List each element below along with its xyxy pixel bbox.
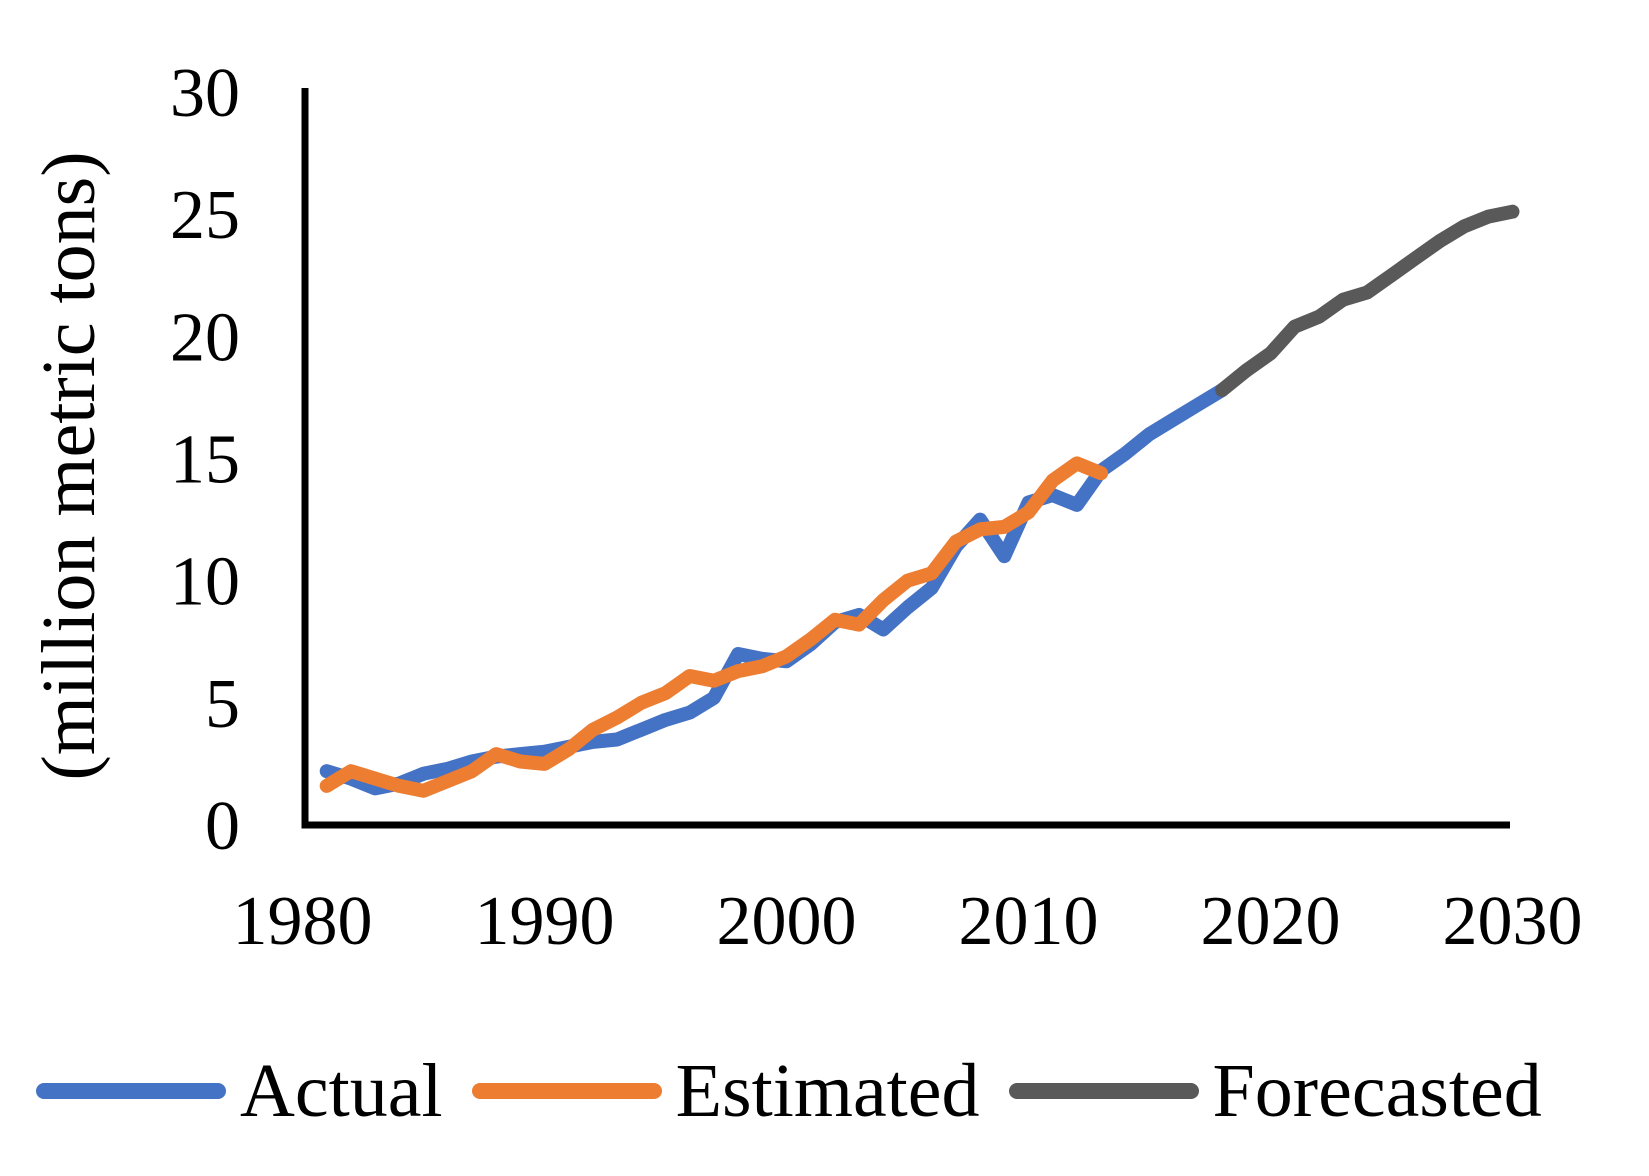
legend-entry-estimated: Estimated	[471, 1048, 980, 1133]
y-axis-tick-label: 15	[170, 422, 240, 499]
x-axis-tick-label: 2000	[717, 883, 857, 960]
y-axis-tick-label: 5	[205, 666, 240, 743]
y-axis-tick-label: 10	[170, 544, 240, 621]
chart-legend: Actual Estimated Forecasted	[0, 1028, 1649, 1153]
legend-entry-forecasted: Forecasted	[1008, 1048, 1542, 1133]
legend-label-forecasted: Forecasted	[1212, 1048, 1542, 1133]
x-axis-tick-label: 2010	[959, 883, 1099, 960]
x-axis-tick-label: 2030	[1443, 883, 1583, 960]
x-axis-tick-label: 1990	[475, 883, 615, 960]
series-line-forecasted	[1215, 204, 1520, 398]
actual-line-swatch	[36, 1082, 226, 1099]
x-axis-tick-label: 1980	[233, 883, 373, 960]
series-line-actual	[319, 383, 1230, 796]
y-axis-tick-label: 20	[170, 299, 240, 376]
legend-entry-actual: Actual	[36, 1053, 443, 1129]
y-axis-tick-label: 25	[170, 177, 240, 254]
y-axis-tick-label: 30	[170, 55, 240, 132]
x-axis-tick-label: 2020	[1201, 883, 1341, 960]
chart-plot-svg: 0 5 10 15 20 25 30 1980 1990 2000 2010 2020 2030 (mil…	[27, 55, 1583, 960]
forecasted-line-swatch	[1008, 1082, 1199, 1099]
y-axis-tick-label: 0	[205, 788, 240, 865]
estimated-line-swatch	[471, 1082, 662, 1099]
legend-label-estimated: Estimated	[675, 1048, 980, 1133]
series-line-estimated	[319, 456, 1109, 798]
line-chart: 0 5 10 15 20 25 30 1980 1990 2000 2010 2020 2030 (mil…	[27, 55, 1583, 960]
y-axis-title: (million metric tons)	[27, 151, 111, 780]
legend-label-actual: Actual	[240, 1048, 443, 1133]
